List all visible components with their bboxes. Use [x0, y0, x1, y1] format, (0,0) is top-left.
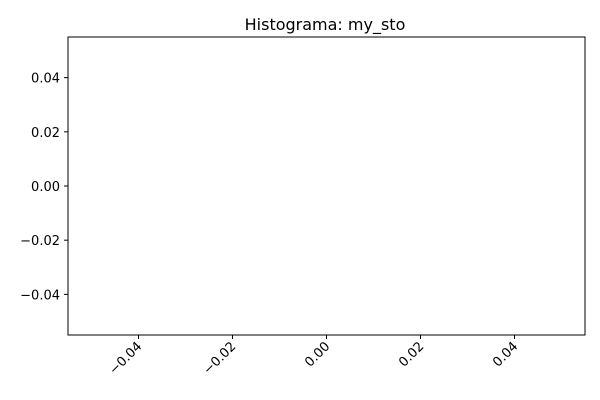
- y-tick-label: −0.02: [20, 234, 60, 249]
- x-tick-label: 0.02: [396, 339, 427, 370]
- axes-frame: [67, 36, 586, 336]
- x-axis: −0.04 −0.02 0.00 0.02 0.04: [107, 335, 521, 378]
- chart-title: Histograma: my_sto: [245, 15, 406, 35]
- x-tick-label: 0.04: [490, 339, 521, 370]
- y-axis: 0.04 0.02 0.00 −0.02 −0.04: [20, 72, 68, 303]
- x-tick-label: 0.00: [302, 339, 333, 370]
- x-tick-label: −0.04: [107, 339, 146, 378]
- y-tick-label: 0.02: [31, 126, 60, 141]
- y-tick-label: 0.04: [31, 72, 60, 87]
- x-tick-label: −0.02: [201, 339, 240, 378]
- y-tick-label: 0.00: [31, 180, 60, 195]
- plot-area: [67, 36, 586, 336]
- y-tick-label: −0.04: [20, 288, 60, 303]
